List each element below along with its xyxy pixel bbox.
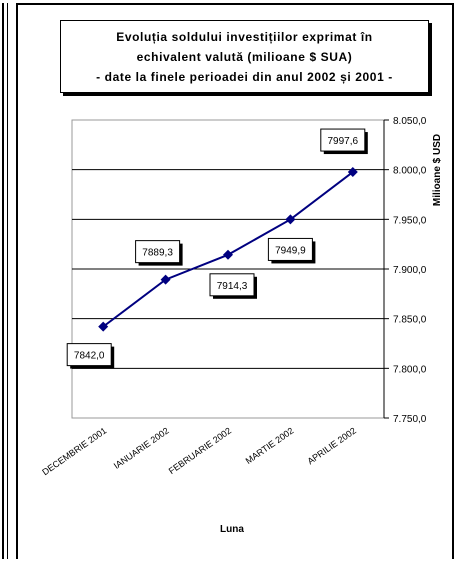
x-tick-label: IANUARIE 2002: [112, 425, 171, 470]
y-tick-label: 8.050,0: [393, 116, 427, 127]
x-tick-label: MARTIE 2002: [244, 425, 296, 466]
frame-inner-left-border: [7, 3, 8, 559]
y-tick-label: 7.850,0: [393, 315, 427, 326]
y-tick-label: 7.950,0: [393, 215, 427, 226]
data-point: [285, 214, 296, 225]
chart-title-box: Evoluția soldului investițiilor exprimat…: [60, 20, 429, 93]
svg-text:7949,9: 7949,9: [275, 245, 306, 256]
data-label: 7997,6: [320, 128, 368, 155]
x-axis-title: Luna: [220, 524, 244, 535]
frame-right-border: [452, 3, 454, 559]
data-label: 7914,3: [209, 273, 257, 299]
x-tick-label: FEBRUARIE 2002: [167, 425, 233, 476]
y-tick-label: 7.800,0: [393, 364, 427, 375]
frame-top-border: [16, 3, 454, 5]
x-tick-label: DECEMBRIE 2001: [40, 425, 108, 477]
frame-left-border: [2, 3, 4, 559]
data-label: 7889,3: [135, 240, 183, 266]
svg-text:7997,6: 7997,6: [328, 136, 359, 147]
data-label: 7949,9: [267, 237, 316, 264]
data-point: [160, 274, 171, 285]
series-line: [98, 167, 358, 332]
data-labels: 7842,0 7889,3 7914,3 7949,9 7997,6: [66, 128, 368, 369]
svg-text:7889,3: 7889,3: [142, 248, 173, 259]
y-tick-label: 7.750,0: [393, 414, 427, 425]
data-point: [98, 321, 109, 332]
svg-text:7914,3: 7914,3: [217, 281, 248, 292]
data-point: [347, 167, 358, 178]
svg-text:7842,0: 7842,0: [74, 351, 105, 362]
chart-title-line-1: Evoluția soldului investițiilor exprimat…: [116, 29, 373, 44]
x-tick-label: APRILIE 2002: [305, 425, 357, 466]
y-tick-label: 8.000,0: [393, 166, 427, 177]
y-tick-label: 7.900,0: [393, 265, 427, 276]
y-axis: 7.750,0 7.800,0 7.850,0 7.900,0 7.950,0 8.000…: [383, 116, 427, 425]
data-point: [223, 249, 233, 260]
gridlines: [72, 169, 384, 369]
chart-title-line-3: - date la finele perioadei din anul 2002…: [96, 69, 393, 84]
frame-divider: [16, 3, 18, 559]
y-axis-title: Milioane $ USD: [432, 134, 443, 206]
chart-title-line-2: echivalent valută (milioane $ SUA): [136, 49, 353, 64]
data-label: 7842,0: [66, 343, 115, 369]
